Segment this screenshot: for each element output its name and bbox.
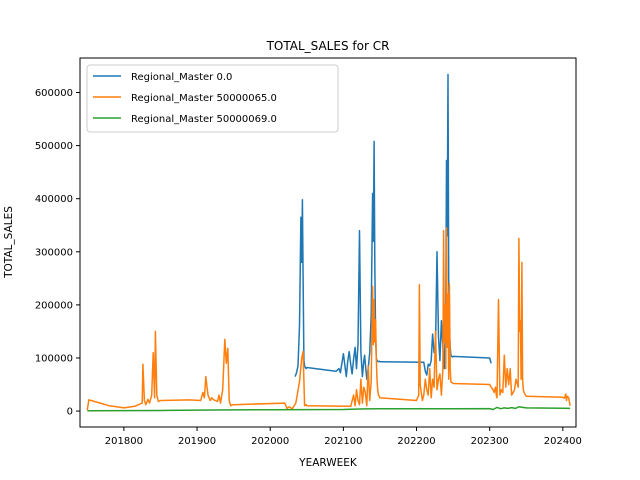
y-tick-label: 400000 <box>35 194 73 205</box>
chart-title: TOTAL_SALES for CR <box>266 39 390 53</box>
y-tick-label: 200000 <box>35 300 73 311</box>
legend-label-1: Regional_Master 50000065.0 <box>131 93 277 104</box>
legend-label-2: Regional_Master 50000069.0 <box>131 114 277 125</box>
x-tick-label: 202200 <box>397 436 435 447</box>
x-tick-label: 202400 <box>544 436 582 447</box>
y-axis-title: TOTAL_SALES <box>3 206 15 279</box>
y-axis: 0 100000 200000 300000 400000 500000 600000 <box>35 88 80 418</box>
y-tick-label: 300000 <box>35 247 73 258</box>
x-tick-label: 202300 <box>471 436 509 447</box>
series-line-2 <box>87 406 571 412</box>
x-axis-title: YEARWEEK <box>298 457 358 469</box>
y-tick-label: 100000 <box>35 353 73 364</box>
x-tick-label: 202100 <box>324 436 362 447</box>
x-axis: 201800 201900 202000 202100 202200 202300 2024… <box>105 427 582 447</box>
x-tick-label: 201800 <box>105 436 143 447</box>
plot-frame <box>79 57 577 428</box>
legend: Regional_Master 0.0 Regional_Master 5000… <box>86 64 339 133</box>
legend-label-0: Regional_Master 0.0 <box>131 72 232 83</box>
series-layer <box>86 73 571 412</box>
y-tick-label: 0 <box>67 407 73 418</box>
x-tick-label: 202000 <box>251 436 289 447</box>
y-tick-label: 600000 <box>35 88 73 99</box>
legend-box <box>86 64 339 133</box>
y-tick-label: 500000 <box>35 141 73 152</box>
x-tick-label: 201900 <box>178 436 216 447</box>
series-line-1 <box>86 227 571 411</box>
